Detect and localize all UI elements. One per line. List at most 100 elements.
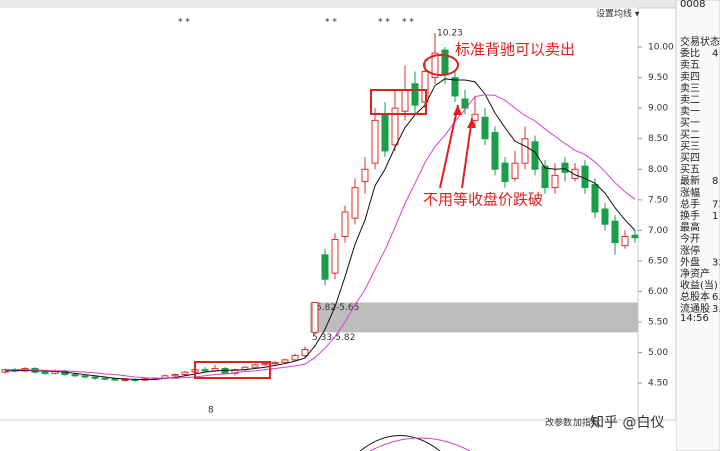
candle-body (251, 364, 259, 368)
side-value: 4 (712, 49, 718, 60)
time: 14:56 (680, 313, 709, 324)
side-label: 买三 (680, 140, 700, 152)
annotation: 标准背驰可以卖出 (455, 41, 575, 59)
candle-body (261, 363, 269, 366)
candle-body (471, 113, 479, 121)
candle-body (381, 113, 389, 152)
candle-body (571, 168, 579, 179)
candle-body (621, 235, 629, 247)
candle-body (101, 377, 109, 380)
star-mark: * * (178, 18, 190, 28)
y-tick-label: 5.50 (648, 318, 668, 328)
y-tick-label: 8.00 (648, 165, 668, 175)
candle-body (431, 52, 439, 79)
candle-body (601, 208, 609, 225)
candle-body (521, 138, 529, 164)
y-tick-label: 9.00 (648, 104, 668, 114)
side-label: 最高 (680, 221, 700, 234)
ma-setting[interactable]: 设置均线 ▾ (596, 8, 640, 20)
candle-body (181, 371, 189, 376)
candle-body (111, 378, 119, 381)
side-label: 净资产 (680, 267, 710, 280)
price-axis (637, 7, 677, 421)
y-tick-label: 7.50 (648, 195, 668, 205)
candle-body (171, 374, 179, 377)
y-tick-label: 10.00 (648, 43, 674, 53)
arrow (461, 117, 473, 189)
indicator-curve (369, 437, 471, 451)
side-label: 涨幅 (680, 186, 700, 199)
side-label: 买二 (680, 129, 700, 141)
y-tick-label: 6.50 (648, 256, 668, 266)
candle-body (231, 369, 239, 374)
candle-body (591, 184, 599, 213)
y-tick-label: 5.00 (648, 348, 668, 358)
annotation: 不用等收盘价跌破 (423, 191, 543, 209)
y-tick-label: 9.50 (648, 73, 668, 83)
stock-code: 0008 (680, 0, 705, 10)
side-label: 收益(当) (680, 279, 718, 292)
side-label: 涨停 (680, 244, 700, 257)
candle-body (581, 165, 589, 189)
side-panel (675, 0, 720, 451)
candle-body (441, 49, 449, 76)
candle-body (271, 361, 279, 365)
candle-body (331, 239, 339, 274)
side-label: 买四 (680, 152, 700, 164)
candle-body (491, 132, 499, 170)
candle-body (531, 141, 539, 170)
peak-label: 10.23 (437, 28, 463, 38)
candle-body (511, 162, 519, 179)
arrow (439, 104, 459, 189)
zone-band (310, 302, 638, 333)
watermark: 知乎 @白仪 (590, 414, 664, 431)
candle-body (611, 220, 619, 244)
candle-body (451, 77, 459, 97)
candle-body (461, 98, 469, 109)
ma-line (5, 78, 636, 380)
candle-body (281, 359, 289, 363)
side-label: 卖四 (680, 71, 700, 83)
candle-body (201, 369, 209, 372)
side-value: 73 (712, 199, 720, 210)
highlight-box (370, 89, 427, 115)
candle-body (311, 301, 319, 333)
side-label: 流通股 (680, 302, 710, 315)
side-label: 委比 (680, 47, 700, 60)
candle-body (91, 376, 99, 379)
candle-body (321, 254, 329, 280)
candle-body (391, 107, 399, 146)
side-value: 1 (712, 211, 718, 222)
side-label: 今开 (680, 232, 700, 245)
candle-body (561, 162, 569, 173)
candle-body (371, 119, 379, 164)
candle-body (301, 349, 309, 357)
tab-bar (0, 0, 720, 8)
candle-body (411, 83, 419, 106)
arrow-head (453, 105, 462, 115)
candle-body (121, 378, 129, 381)
candle-body (401, 89, 409, 112)
candle-body (631, 234, 639, 239)
side-label: 卖三 (680, 82, 700, 94)
highlight-box (194, 361, 271, 379)
button[interactable]: 加指标 (573, 417, 600, 429)
candle-body (361, 168, 369, 182)
zone-label: 5.82-5.65 (316, 303, 359, 313)
side-label: 最新 (680, 174, 700, 187)
indicator-curve (359, 435, 441, 451)
side-label: 换手 (680, 209, 700, 222)
y-tick-label: 7.00 (648, 226, 668, 236)
arrow-head (467, 118, 476, 128)
button[interactable]: 改参数 (545, 417, 572, 429)
star-mark: * * (325, 18, 337, 28)
candle-body (291, 355, 299, 361)
side-label: 总股本 (680, 290, 710, 303)
highlight-ellipse (423, 54, 459, 76)
candle-body (501, 162, 509, 182)
candle-body (541, 165, 549, 189)
side-label: 卖二 (680, 94, 700, 106)
bottom-marker: 8 (208, 406, 214, 416)
star-mark: * * (402, 18, 414, 28)
side-label: 交易状态 (680, 35, 720, 48)
